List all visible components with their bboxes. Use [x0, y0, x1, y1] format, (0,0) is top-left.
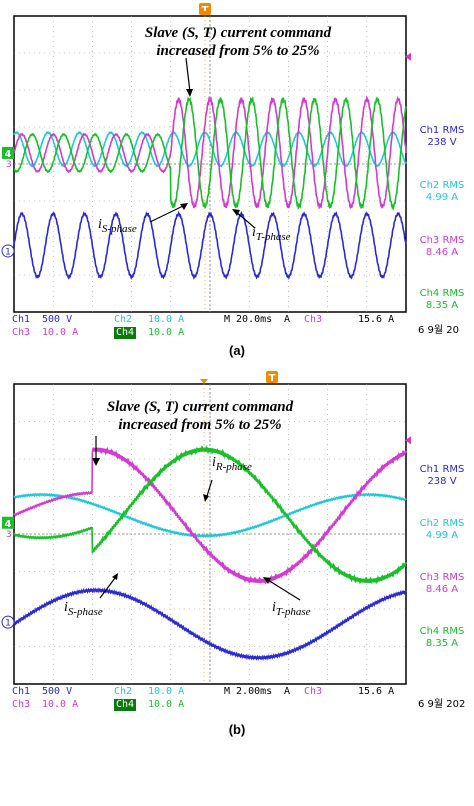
wave-label-t-phase-a: iT-phase — [252, 225, 291, 243]
status-ch4-scale-a: 10.0 A — [148, 327, 185, 338]
t-phase-arrow — [267, 579, 301, 601]
status-ch3-label-a: Ch3 — [12, 327, 31, 338]
status-trig-level-a: 15.6 A — [358, 314, 395, 325]
waveform-ch4 — [13, 444, 407, 585]
scope-screen-b: T 43 1 — [1, 371, 411, 685]
wave-label-t-phase-b: iT-phase — [272, 600, 311, 618]
rms-ch3-b: Ch3 RMS 8.46 A — [419, 572, 465, 595]
ch4-marker-box — [2, 516, 14, 529]
annotation-arrowhead — [92, 458, 100, 466]
status-timebase-b: M 2.00ms — [224, 686, 273, 697]
ch4-marker-icon: 4 — [2, 146, 14, 160]
caption-a: (a) — [229, 343, 245, 358]
status-ch3-scale-b: 10.0 A — [42, 699, 79, 710]
ch1-marker-icon: 1 — [1, 615, 15, 629]
s-phase-arrow — [149, 205, 184, 223]
status-ch4-label-a: Ch4 — [114, 327, 137, 339]
r-phase-arrowhead — [203, 494, 209, 502]
wave-label-r-phase-b: iR-phase — [212, 455, 252, 473]
trigger-position-arrow — [200, 379, 208, 384]
waveform-ch1 — [13, 587, 407, 661]
status-trig-unit-a: A — [284, 314, 291, 325]
status-trig-level-b: 15.6 A — [358, 686, 395, 697]
annotation-arrowhead — [186, 89, 193, 97]
status-trig-ch-b: Ch3 — [304, 686, 323, 697]
t-phase-arrowhead — [232, 209, 240, 216]
wave-label-s-phase-b: iS-phase — [64, 600, 103, 618]
status-ch2-label-b: Ch2 — [114, 686, 133, 697]
s-phase-arrowhead — [180, 203, 188, 210]
trigger-marker: T — [266, 371, 278, 384]
trigger-marker-label: T — [269, 373, 276, 384]
status-ch4-label-b: Ch4 — [114, 699, 137, 711]
waveform-ch1 — [13, 210, 407, 281]
rms-ch4-b: Ch4 RMS 8.35 A — [419, 626, 465, 649]
status-ch1-scale-b: 500 V — [42, 686, 73, 697]
ch1-marker-icon: 1 — [1, 244, 15, 258]
annotation-a-line1: Slave (S, T) current command — [144, 25, 332, 41]
annotation-b-line2: increased from 5% to 25% — [118, 417, 282, 433]
wave-label-s-phase-a: iS-phase — [98, 217, 137, 235]
ch4-marker-label: 4 — [5, 519, 12, 530]
annotation-b: Slave (S, T) current command increased f… — [60, 398, 340, 434]
trigger-marker-box — [266, 371, 278, 383]
status-bar-a: Ch1 500 V Ch2 10.0 A M 20.0ms A Ch3 15.6… — [12, 314, 406, 340]
status-ch1-label-b: Ch1 — [12, 686, 31, 697]
t-phase-arrowhead — [263, 577, 271, 584]
waveform-ch2 — [13, 492, 407, 539]
trigger-position-arrow — [201, 11, 209, 16]
s-phase-arrowhead — [112, 573, 118, 580]
status-bar-b: Ch1 500 V Ch2 10.0 A M 2.00ms A Ch3 15.6… — [12, 686, 406, 712]
ch1-marker-label: 1 — [5, 247, 11, 257]
status-ch1-label-a: Ch1 — [12, 314, 31, 325]
annotation-a-line2: increased from 5% to 25% — [156, 43, 320, 59]
ch1-marker-circle — [1, 615, 15, 629]
rms-ch1-b: Ch1 RMS 238 V — [419, 464, 465, 487]
waveform-ch2 — [13, 130, 407, 168]
rms-ch2-b: Ch2 RMS 4.99 A — [419, 518, 465, 541]
status-trig-unit-b: A — [284, 686, 291, 697]
rms-ch1-a: Ch1 RMS 238 V — [419, 125, 465, 148]
date-a: 6 9월 20 — [418, 325, 460, 336]
s-phase-arrow — [99, 577, 116, 599]
ch4-marker-box — [2, 146, 14, 159]
status-ch3-label-b: Ch3 — [12, 699, 31, 710]
waveform-ch3 — [13, 446, 407, 585]
ch1-marker-circle — [1, 244, 15, 258]
annotation-arrow — [185, 57, 191, 93]
trigger-level-arrow — [405, 436, 411, 445]
rms-ch2-a: Ch2 RMS 4.99 A — [419, 180, 465, 203]
status-trig-ch-a: Ch3 — [304, 314, 323, 325]
status-ch2-scale-a: 10.0 A — [148, 314, 185, 325]
scope-screen-a: T 43 1 — [1, 3, 411, 313]
ch4-marker-label: 4 — [5, 149, 12, 160]
caption-b: (b) — [228, 722, 246, 737]
status-timebase-a: M 20.0ms — [224, 314, 273, 325]
waveform-ch4 — [13, 95, 407, 211]
rms-ch3-a: Ch3 RMS 8.46 A — [419, 235, 465, 258]
status-ch2-label-a: Ch2 — [114, 314, 133, 325]
rms-ch4-a: Ch4 RMS 8.35 A — [419, 288, 465, 311]
status-ch4-scale-b: 10.0 A — [148, 699, 185, 710]
annotation-a: Slave (S, T) current command increased f… — [98, 24, 378, 60]
t-phase-arrow — [235, 211, 256, 229]
trigger-marker-label: T — [202, 5, 209, 16]
ch3-marker-label: 3 — [6, 530, 12, 540]
ch3-marker-label: 3 — [6, 160, 12, 170]
status-ch2-scale-b: 10.0 A — [148, 686, 185, 697]
r-phase-arrow — [206, 479, 213, 497]
status-ch3-scale-a: 10.0 A — [42, 327, 79, 338]
ch1-marker-label: 1 — [5, 619, 11, 629]
date-b: 6 9월 202 — [418, 699, 466, 710]
ch4-marker-icon: 4 — [2, 516, 14, 530]
trigger-level-arrow — [405, 52, 411, 61]
status-ch1-scale-a: 500 V — [42, 314, 73, 325]
annotation-b-line1: Slave (S, T) current command — [106, 399, 294, 415]
